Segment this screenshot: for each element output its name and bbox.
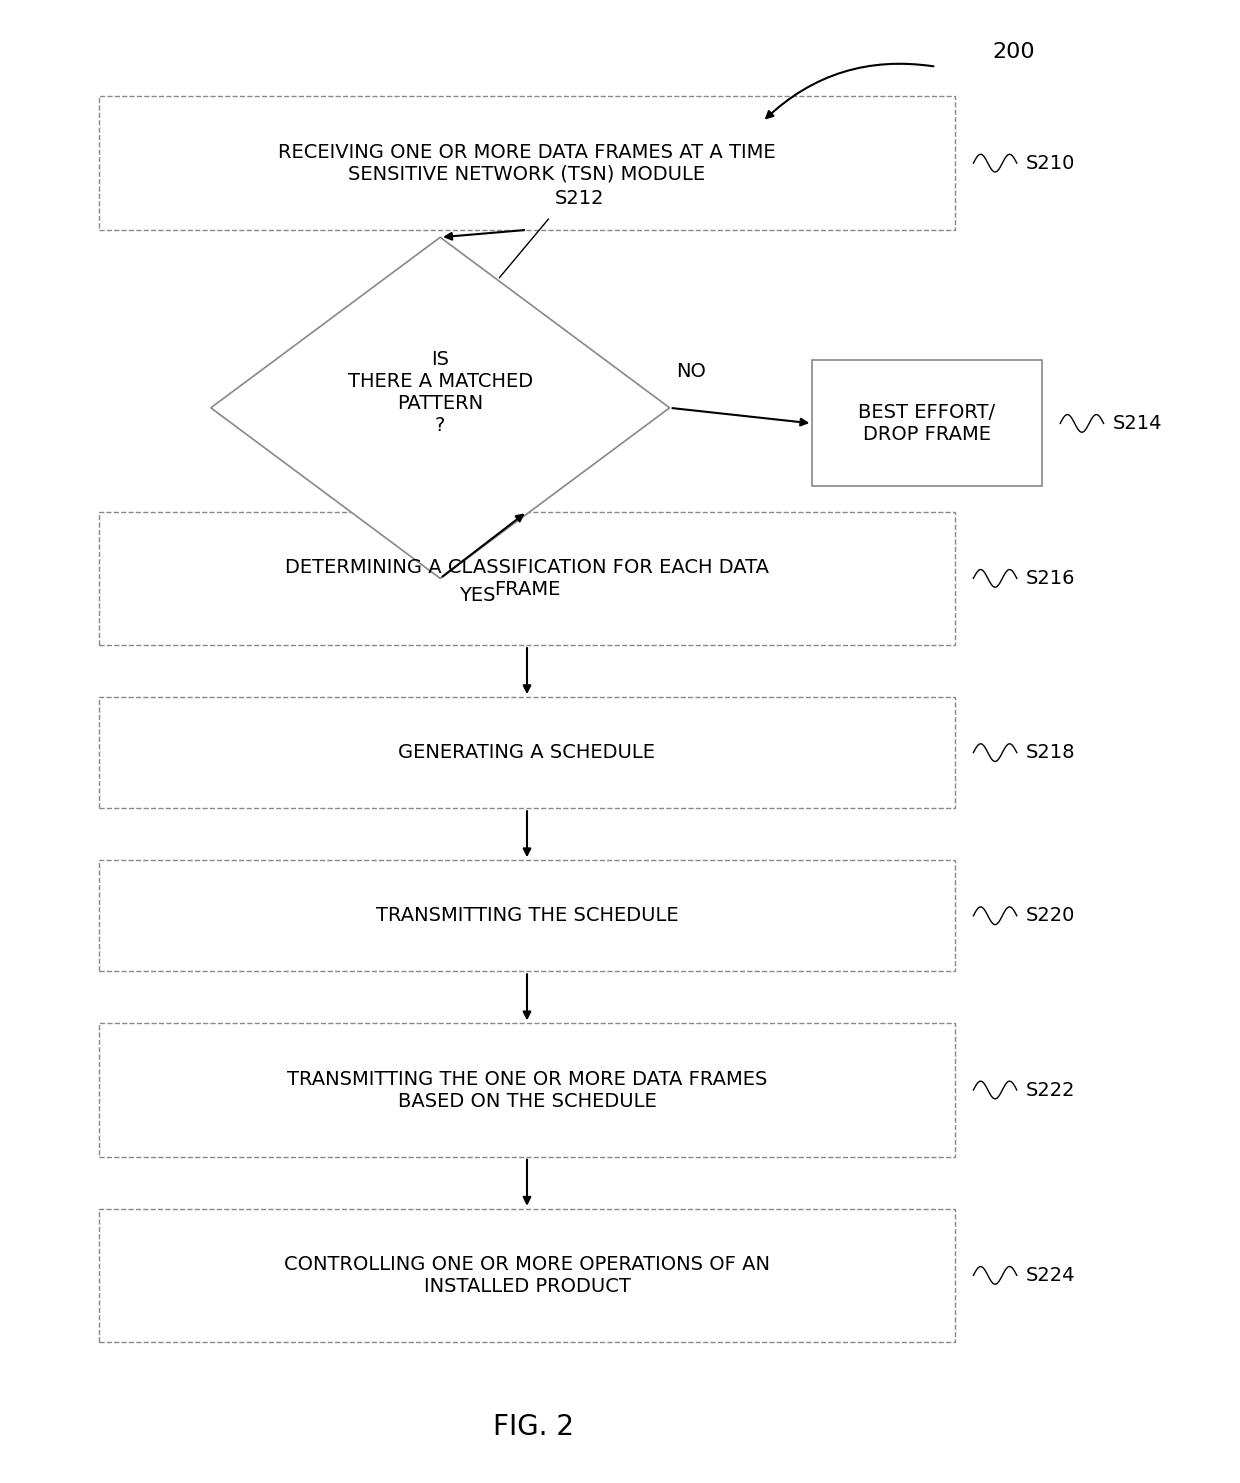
FancyBboxPatch shape — [99, 512, 955, 645]
Text: YES: YES — [459, 586, 495, 605]
Text: S222: S222 — [1025, 1081, 1075, 1099]
Text: DETERMINING A CLASSIFICATION FOR EACH DATA
FRAME: DETERMINING A CLASSIFICATION FOR EACH DA… — [285, 558, 769, 599]
Text: RECEIVING ONE OR MORE DATA FRAMES AT A TIME
SENSITIVE NETWORK (TSN) MODULE: RECEIVING ONE OR MORE DATA FRAMES AT A T… — [278, 142, 776, 184]
Text: 200: 200 — [992, 42, 1034, 62]
FancyBboxPatch shape — [99, 96, 955, 230]
Text: BEST EFFORT/
DROP FRAME: BEST EFFORT/ DROP FRAME — [858, 403, 996, 443]
Text: TRANSMITTING THE SCHEDULE: TRANSMITTING THE SCHEDULE — [376, 906, 678, 925]
Text: S210: S210 — [1025, 154, 1075, 172]
FancyBboxPatch shape — [99, 860, 955, 971]
Text: S214: S214 — [1112, 414, 1162, 433]
Text: S216: S216 — [1025, 569, 1075, 587]
Polygon shape — [211, 237, 670, 578]
Text: S220: S220 — [1025, 906, 1075, 925]
Text: S212: S212 — [556, 190, 604, 208]
FancyBboxPatch shape — [99, 1023, 955, 1157]
Text: CONTROLLING ONE OR MORE OPERATIONS OF AN
INSTALLED PRODUCT: CONTROLLING ONE OR MORE OPERATIONS OF AN… — [284, 1255, 770, 1296]
Text: S218: S218 — [1025, 743, 1075, 762]
Text: NO: NO — [676, 362, 706, 381]
Text: GENERATING A SCHEDULE: GENERATING A SCHEDULE — [398, 743, 656, 762]
Text: S224: S224 — [1025, 1266, 1075, 1284]
Text: TRANSMITTING THE ONE OR MORE DATA FRAMES
BASED ON THE SCHEDULE: TRANSMITTING THE ONE OR MORE DATA FRAMES… — [286, 1069, 768, 1111]
FancyBboxPatch shape — [99, 1209, 955, 1342]
Text: IS
THERE A MATCHED
PATTERN
?: IS THERE A MATCHED PATTERN ? — [347, 350, 533, 436]
Text: FIG. 2: FIG. 2 — [492, 1413, 574, 1440]
FancyBboxPatch shape — [99, 697, 955, 808]
FancyBboxPatch shape — [812, 360, 1042, 486]
